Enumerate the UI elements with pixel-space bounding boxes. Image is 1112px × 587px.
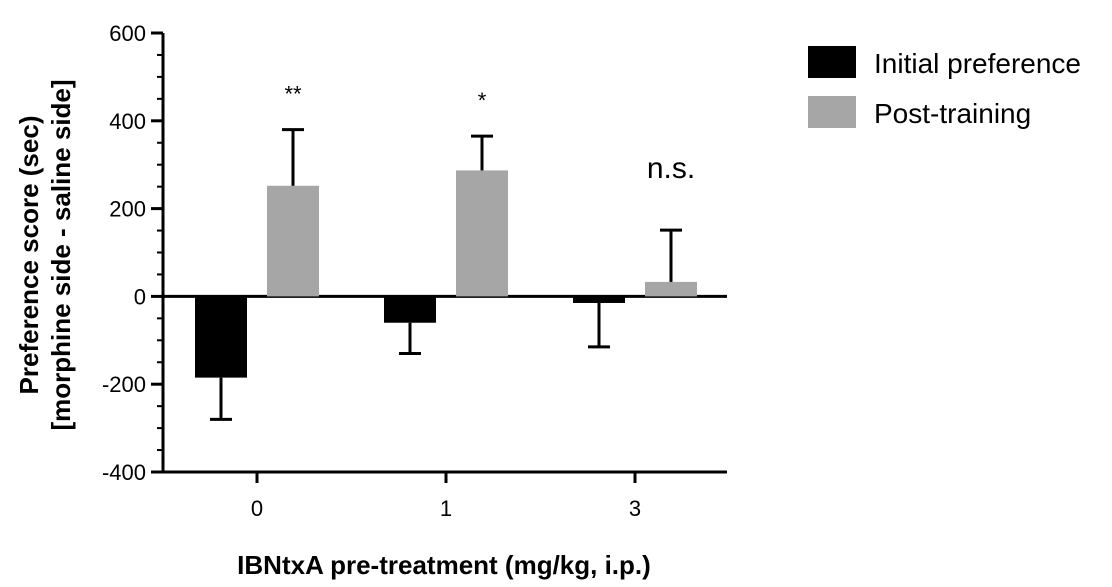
- y-tick-label: -400: [102, 460, 146, 485]
- x-tick-label: 0: [251, 496, 263, 521]
- y-tick-label: 400: [109, 109, 146, 134]
- bar-post-training: [456, 170, 508, 297]
- bar-initial-preference: [573, 296, 625, 303]
- significance-label: n.s.: [647, 152, 695, 185]
- y-axis-title-line-2: [morphine side - saline side]: [46, 79, 76, 430]
- x-tick-label: 3: [629, 496, 641, 521]
- legend-label-initial-preference: Initial preference: [874, 48, 1081, 79]
- legend-label-post-training: Post-training: [874, 98, 1031, 129]
- y-tick-label: 200: [109, 197, 146, 222]
- y-axis-title-line-1: Preference score (sec): [14, 116, 44, 395]
- legend: Initial preference Post-training: [808, 46, 1081, 129]
- x-axis-title: IBNtxA pre-treatment (mg/kg, i.p.): [237, 550, 651, 580]
- significance-label: *: [478, 88, 487, 113]
- y-tick-label: -200: [102, 372, 146, 397]
- bar-post-training: [267, 185, 319, 297]
- x-tick-label: 1: [440, 496, 452, 521]
- significance-label: **: [284, 82, 302, 107]
- bar-initial-preference: [384, 296, 436, 323]
- bars: ** *n.s.: [195, 82, 697, 421]
- y-tick-label: 600: [109, 21, 146, 46]
- bar-initial-preference: [195, 296, 247, 378]
- bar-post-training: [645, 281, 697, 297]
- y-axis-title: Preference score (sec) [morphine side - …: [14, 79, 76, 430]
- legend-swatch-post-training: [808, 96, 856, 128]
- y-tick-label: 0: [134, 284, 146, 309]
- legend-swatch-initial-preference: [808, 46, 856, 78]
- axes: -400 -200 0 200 400 600 0 1 3: [102, 21, 727, 521]
